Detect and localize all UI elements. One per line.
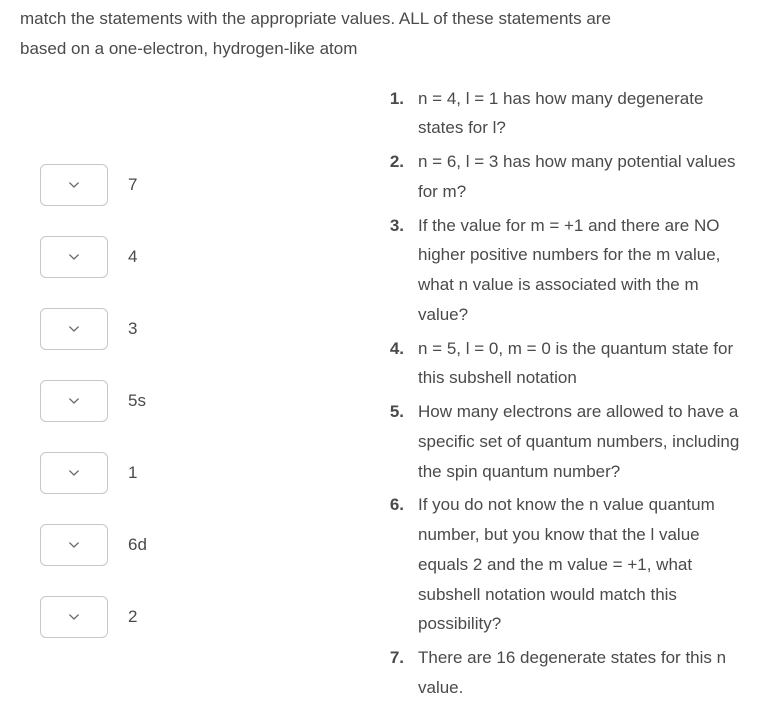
- prompt-line-2: based on a one-electron, hydrogen-like a…: [20, 39, 357, 58]
- statement-row: 3. If the value for m = +1 and there are…: [380, 211, 753, 330]
- dropdown-select[interactable]: [40, 524, 108, 566]
- chevron-down-icon: [69, 396, 79, 406]
- statement-text: n = 4, l = 1 has how many degenerate sta…: [408, 84, 753, 144]
- match-row: 3: [40, 308, 380, 350]
- statement-number: 3.: [380, 211, 408, 330]
- statement-text: n = 6, l = 3 has how many potential valu…: [408, 147, 753, 207]
- statement-row: 7. There are 16 degenerate states for th…: [380, 643, 753, 703]
- option-label: 7: [128, 175, 137, 195]
- option-label: 4: [128, 247, 137, 267]
- dropdown-select[interactable]: [40, 380, 108, 422]
- match-row: 7: [40, 164, 380, 206]
- statement-text: n = 5, l = 0, m = 0 is the quantum state…: [408, 334, 753, 394]
- chevron-down-icon: [69, 180, 79, 190]
- question-prompt: match the statements with the appropriat…: [0, 0, 773, 64]
- statement-number: 4.: [380, 334, 408, 394]
- chevron-down-icon: [69, 612, 79, 622]
- statement-row: 6. If you do not know the n value quantu…: [380, 490, 753, 639]
- option-label: 2: [128, 607, 137, 627]
- statement-row: 5. How many electrons are allowed to hav…: [380, 397, 753, 486]
- statement-number: 5.: [380, 397, 408, 486]
- match-row: 5s: [40, 380, 380, 422]
- match-row: 2: [40, 596, 380, 638]
- statement-text: If the value for m = +1 and there are NO…: [408, 211, 753, 330]
- chevron-down-icon: [69, 252, 79, 262]
- prompt-line-1: match the statements with the appropriat…: [20, 9, 611, 28]
- statements-column: 1. n = 4, l = 1 has how many degenerate …: [380, 84, 753, 707]
- dropdown-select[interactable]: [40, 452, 108, 494]
- options-column: 7 4 3 5s: [20, 84, 380, 707]
- statement-row: 1. n = 4, l = 1 has how many degenerate …: [380, 84, 753, 144]
- statement-row: 2. n = 6, l = 3 has how many potential v…: [380, 147, 753, 207]
- statement-text: There are 16 degenerate states for this …: [408, 643, 753, 703]
- statement-number: 7.: [380, 643, 408, 703]
- statement-text: How many electrons are allowed to have a…: [408, 397, 753, 486]
- dropdown-select[interactable]: [40, 596, 108, 638]
- chevron-down-icon: [69, 468, 79, 478]
- dropdown-select[interactable]: [40, 164, 108, 206]
- dropdown-select[interactable]: [40, 236, 108, 278]
- dropdown-select[interactable]: [40, 308, 108, 350]
- option-label: 1: [128, 463, 137, 483]
- content-area: 7 4 3 5s: [0, 64, 773, 707]
- match-row: 4: [40, 236, 380, 278]
- option-label: 3: [128, 319, 137, 339]
- statement-row: 4. n = 5, l = 0, m = 0 is the quantum st…: [380, 334, 753, 394]
- statement-number: 2.: [380, 147, 408, 207]
- match-row: 1: [40, 452, 380, 494]
- option-label: 5s: [128, 391, 146, 411]
- statement-text: If you do not know the n value quantum n…: [408, 490, 753, 639]
- statement-number: 1.: [380, 84, 408, 144]
- chevron-down-icon: [69, 540, 79, 550]
- option-label: 6d: [128, 535, 147, 555]
- match-row: 6d: [40, 524, 380, 566]
- statement-number: 6.: [380, 490, 408, 639]
- chevron-down-icon: [69, 324, 79, 334]
